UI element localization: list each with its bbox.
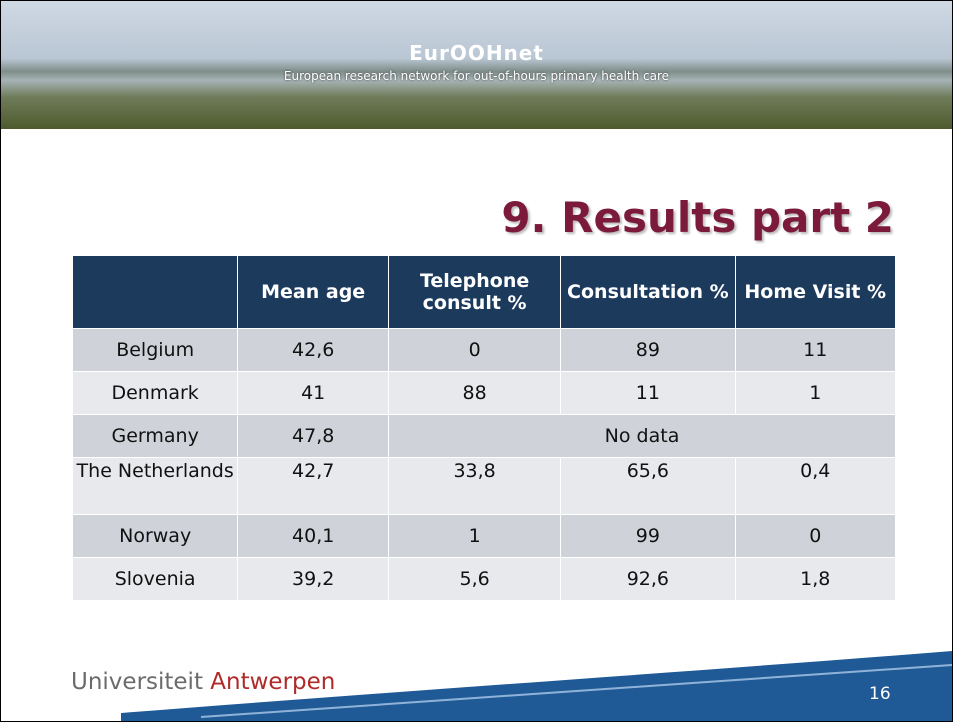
brand-first: Universiteit <box>71 669 203 695</box>
banner-title: EurOOHnet <box>1 41 952 65</box>
cell: 40,1 <box>238 515 389 558</box>
slide: EurOOHnet European research network for … <box>0 0 953 722</box>
cell: 33,8 <box>389 458 561 515</box>
cell: 99 <box>561 515 735 558</box>
cell: 39,2 <box>238 558 389 601</box>
column-header: Consultation % <box>561 256 735 329</box>
row-header: Belgium <box>73 329 238 372</box>
cell: 5,6 <box>389 558 561 601</box>
column-header <box>73 256 238 329</box>
cell: 41 <box>238 372 389 415</box>
row-header: Germany <box>73 415 238 458</box>
banner: EurOOHnet European research network for … <box>1 1 952 129</box>
cell: 89 <box>561 329 735 372</box>
slide-title: 9. Results part 2 <box>501 193 894 242</box>
cell: No data <box>389 415 896 458</box>
cell: 92,6 <box>561 558 735 601</box>
cell: 42,6 <box>238 329 389 372</box>
cell: 0 <box>735 515 895 558</box>
banner-subtitle: European research network for out-of-hou… <box>1 69 952 83</box>
cell: 1 <box>389 515 561 558</box>
cell: 0 <box>389 329 561 372</box>
page-number: 16 <box>869 684 891 704</box>
column-header: Telephone consult % <box>389 256 561 329</box>
row-header: Denmark <box>73 372 238 415</box>
brand: Universiteit Antwerpen <box>71 669 335 695</box>
cell: 11 <box>735 329 895 372</box>
cell: 1,8 <box>735 558 895 601</box>
cell: 65,6 <box>561 458 735 515</box>
column-header: Home Visit % <box>735 256 895 329</box>
cell: 11 <box>561 372 735 415</box>
row-header: The Netherlands <box>73 458 238 515</box>
cell: 42,7 <box>238 458 389 515</box>
brand-second: Antwerpen <box>210 669 335 695</box>
row-header: Norway <box>73 515 238 558</box>
cell: 0,4 <box>735 458 895 515</box>
cell: 88 <box>389 372 561 415</box>
row-header: Slovenia <box>73 558 238 601</box>
cell: 47,8 <box>238 415 389 458</box>
cell: 1 <box>735 372 895 415</box>
column-header: Mean age <box>238 256 389 329</box>
